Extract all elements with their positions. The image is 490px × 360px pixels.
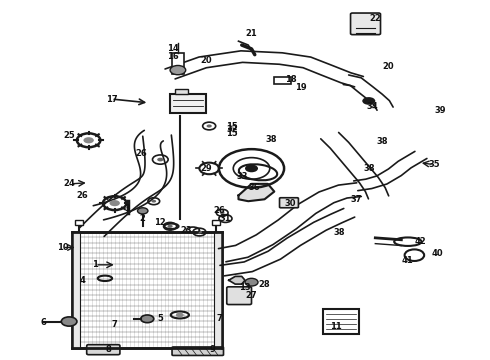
- Text: 2: 2: [140, 214, 146, 223]
- Text: 6: 6: [40, 318, 46, 327]
- Circle shape: [168, 225, 172, 228]
- Text: 4: 4: [79, 276, 85, 285]
- Bar: [73, 232, 80, 348]
- Bar: [172, 53, 184, 74]
- Text: 41: 41: [402, 256, 414, 265]
- Bar: [274, 77, 291, 84]
- FancyBboxPatch shape: [279, 198, 298, 208]
- Polygon shape: [239, 184, 274, 201]
- Text: 21: 21: [245, 29, 257, 38]
- Text: 7: 7: [216, 314, 222, 323]
- Bar: [215, 232, 222, 348]
- Circle shape: [207, 125, 212, 127]
- Text: 33: 33: [236, 172, 247, 181]
- Bar: [170, 94, 206, 113]
- Text: 40: 40: [431, 249, 443, 258]
- Circle shape: [83, 137, 94, 143]
- Text: 12: 12: [154, 218, 166, 227]
- Polygon shape: [229, 276, 245, 284]
- Text: 38: 38: [376, 137, 388, 146]
- Circle shape: [109, 200, 120, 206]
- Bar: [175, 89, 188, 94]
- Bar: [75, 220, 83, 225]
- FancyBboxPatch shape: [227, 287, 251, 305]
- Text: 11: 11: [330, 322, 342, 331]
- Text: 24: 24: [63, 179, 75, 188]
- Text: 16: 16: [168, 52, 179, 61]
- Text: 30: 30: [285, 199, 296, 208]
- Text: 39: 39: [435, 106, 446, 115]
- Text: 34: 34: [366, 102, 378, 111]
- Bar: [212, 220, 220, 225]
- Text: 28: 28: [259, 280, 270, 289]
- Text: 3: 3: [125, 204, 131, 213]
- FancyBboxPatch shape: [350, 13, 381, 35]
- Circle shape: [151, 200, 156, 203]
- Bar: [323, 309, 359, 334]
- Circle shape: [197, 230, 202, 234]
- Text: 38: 38: [363, 164, 374, 173]
- Text: 19: 19: [294, 83, 306, 92]
- Text: 18: 18: [285, 75, 296, 84]
- Circle shape: [362, 97, 375, 105]
- Text: 37: 37: [350, 195, 362, 204]
- Circle shape: [176, 312, 184, 317]
- Text: 27: 27: [245, 291, 257, 300]
- Text: 9: 9: [210, 345, 215, 354]
- Text: 17: 17: [106, 95, 117, 104]
- Text: 15: 15: [226, 129, 238, 138]
- Bar: [73, 232, 222, 348]
- Text: 23: 23: [180, 226, 192, 235]
- Text: 26: 26: [76, 191, 88, 200]
- Text: 31: 31: [220, 214, 231, 223]
- Text: 26: 26: [135, 149, 147, 158]
- Text: 36: 36: [249, 183, 261, 192]
- Text: 8: 8: [105, 345, 111, 354]
- Circle shape: [61, 317, 77, 326]
- Text: 15: 15: [226, 122, 238, 131]
- Text: 5: 5: [157, 314, 163, 323]
- Text: 38: 38: [334, 228, 345, 237]
- Text: 7: 7: [112, 320, 118, 329]
- Circle shape: [138, 208, 148, 214]
- Text: 29: 29: [200, 164, 212, 173]
- Text: 20: 20: [383, 62, 394, 71]
- Text: 42: 42: [415, 237, 427, 246]
- Circle shape: [220, 211, 224, 214]
- Text: 1: 1: [92, 260, 98, 269]
- Text: 22: 22: [369, 14, 381, 23]
- FancyBboxPatch shape: [172, 347, 223, 355]
- Circle shape: [245, 278, 258, 286]
- Circle shape: [141, 315, 154, 323]
- Circle shape: [170, 66, 186, 75]
- Circle shape: [157, 158, 164, 161]
- Text: 25: 25: [63, 131, 75, 140]
- FancyBboxPatch shape: [87, 345, 120, 355]
- Text: 14: 14: [168, 44, 179, 53]
- Text: 20: 20: [200, 56, 212, 65]
- Circle shape: [245, 165, 258, 172]
- Text: 13: 13: [239, 283, 251, 292]
- Text: 38: 38: [265, 135, 277, 144]
- Text: 32: 32: [226, 125, 238, 134]
- Text: 26: 26: [213, 206, 225, 215]
- Text: 35: 35: [428, 160, 440, 169]
- Text: 10: 10: [57, 243, 69, 252]
